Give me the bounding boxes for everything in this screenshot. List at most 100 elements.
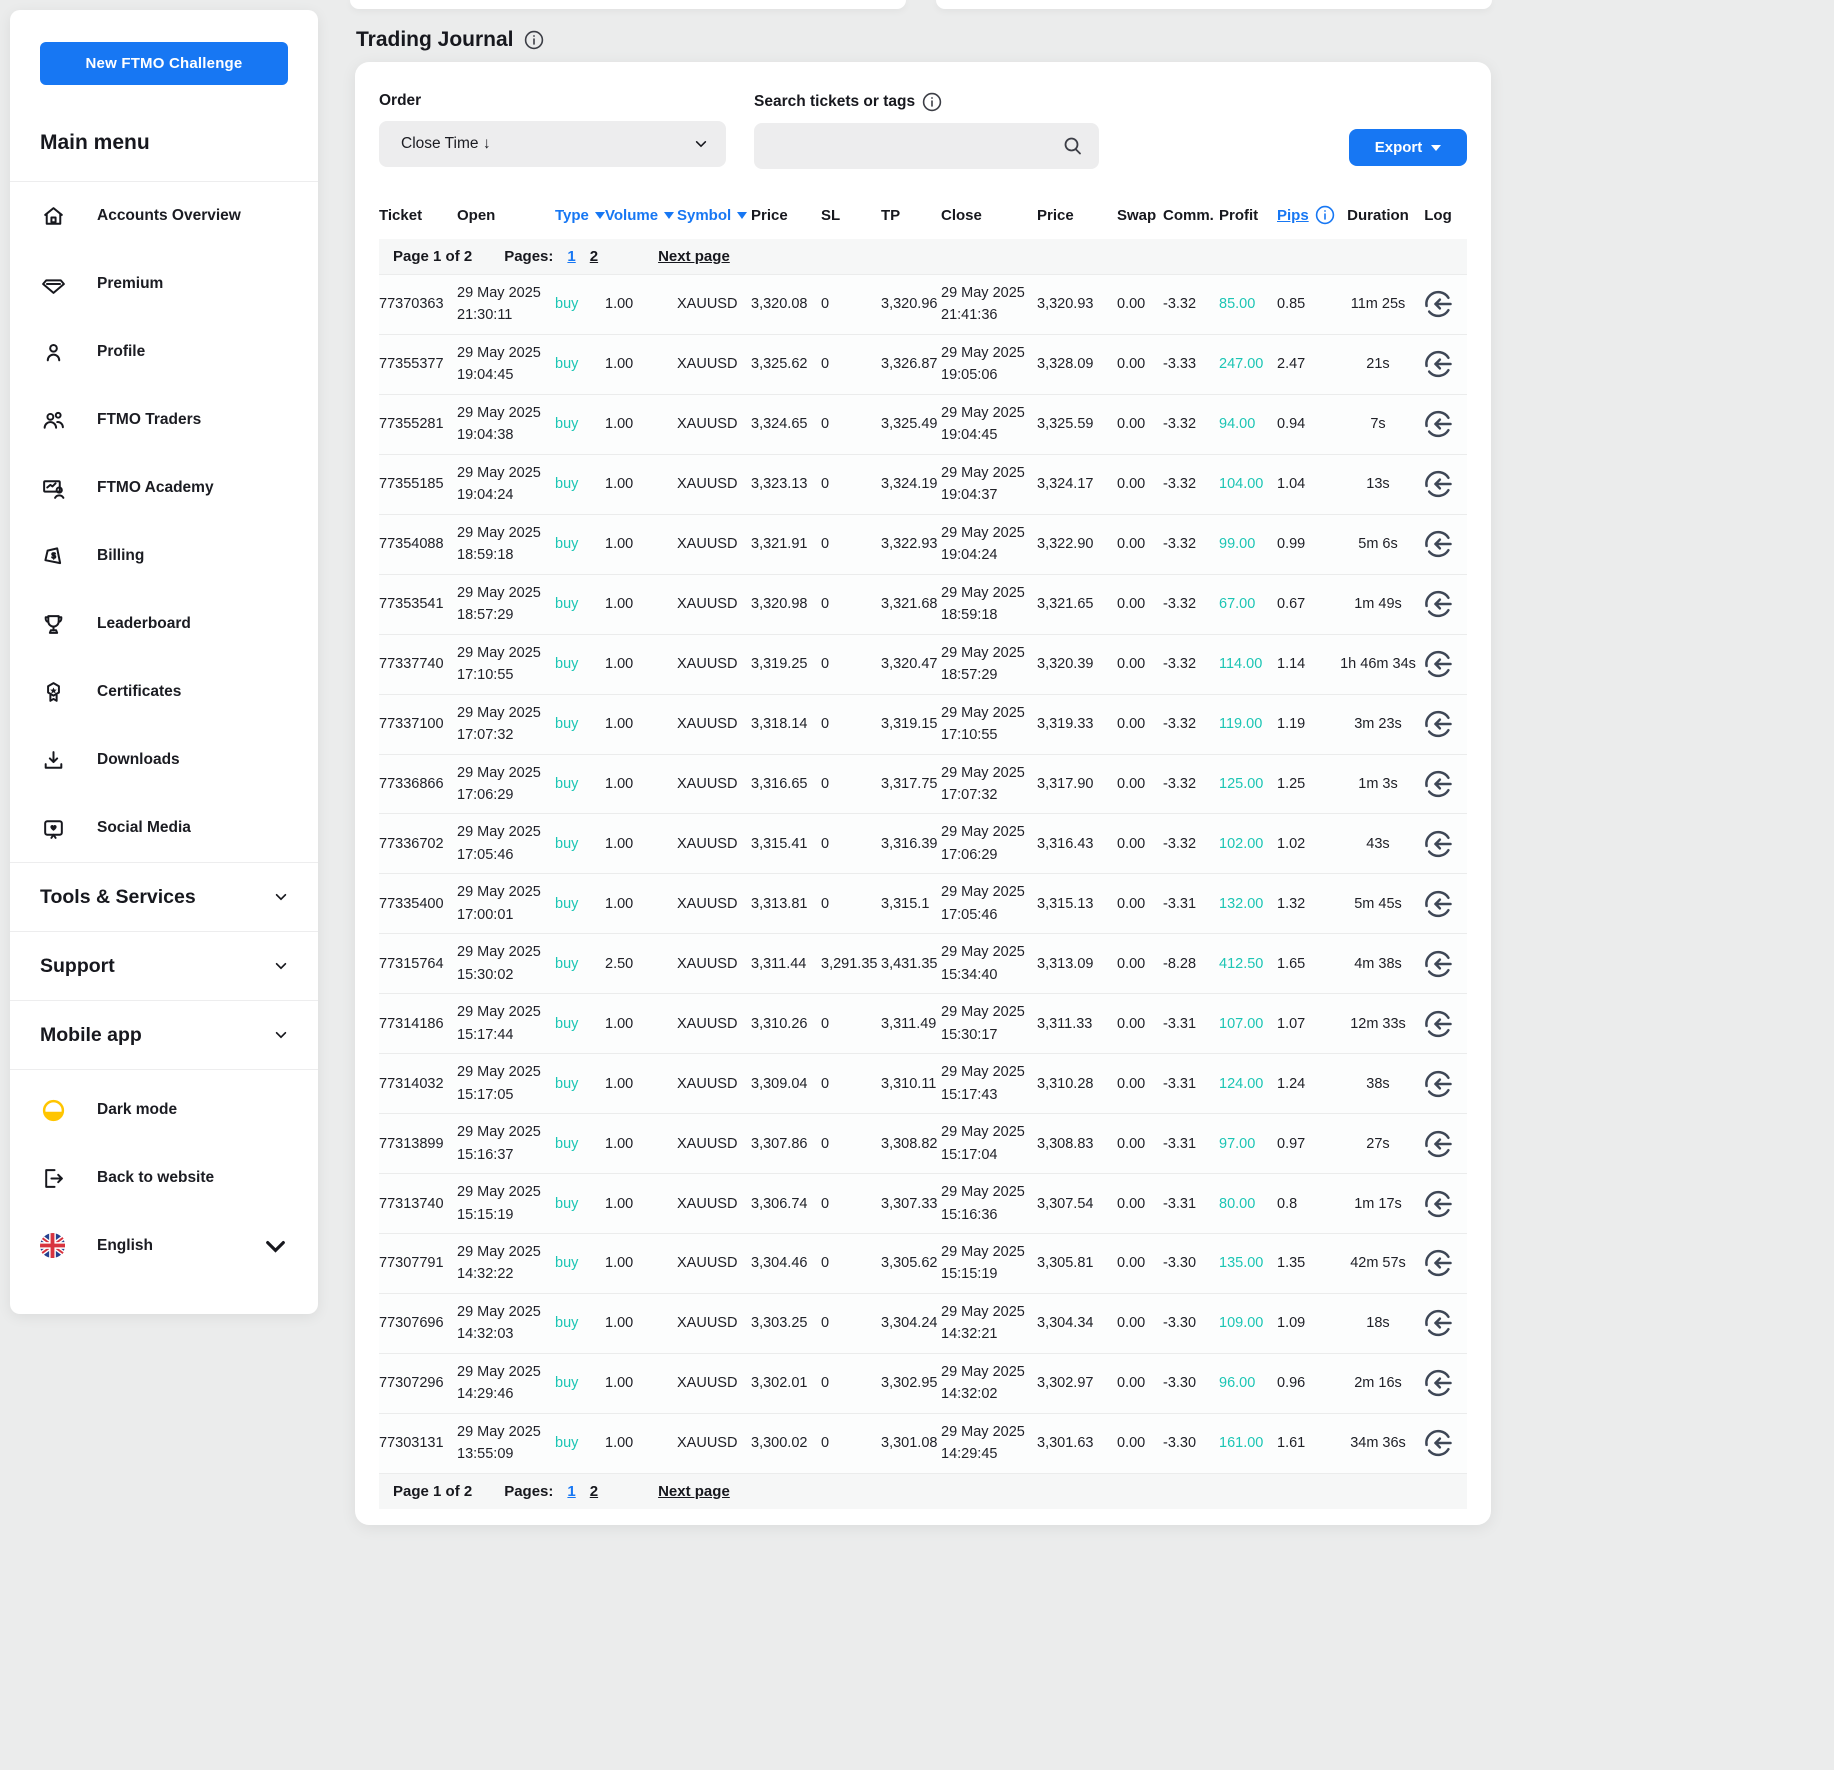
sidebar-item-social-media[interactable]: Social Media <box>10 794 318 862</box>
table-row: 77313740 29 May 2025 15:15:19 buy 1.00 XA… <box>379 1173 1467 1233</box>
col-open: Open <box>457 206 496 224</box>
log-button[interactable] <box>1417 469 1459 499</box>
log-button[interactable] <box>1417 649 1459 679</box>
cell-sl: 0 <box>821 1135 830 1152</box>
log-button[interactable] <box>1417 589 1459 619</box>
sidebar-section-tools-services[interactable]: Tools & Services <box>10 862 318 931</box>
cell-sl: 0 <box>821 1315 830 1332</box>
order-select[interactable]: Close Time ↓ <box>379 121 726 167</box>
order-select-value: Close Time ↓ <box>401 135 491 152</box>
sidebar-item-billing[interactable]: $ Billing <box>10 522 318 590</box>
next-page-link[interactable]: Next page <box>658 1482 730 1500</box>
cell-close-price: 3,321.65 <box>1037 596 1094 613</box>
page-link-2[interactable]: 2 <box>589 248 599 265</box>
cell-open: 29 May 2025 14:29:46 <box>457 1363 541 1403</box>
cell-close: 29 May 2025 19:05:06 <box>941 344 1025 384</box>
cell-volume: 1.00 <box>605 1135 634 1152</box>
page-link-1[interactable]: 1 <box>567 1482 576 1500</box>
cell-comm: -3.32 <box>1163 716 1197 733</box>
cell-duration: 2m 16s <box>1354 1375 1402 1392</box>
col-volume-sort[interactable]: Volume <box>605 207 677 224</box>
log-button[interactable] <box>1417 289 1459 319</box>
log-button[interactable] <box>1417 1189 1459 1219</box>
table-row: 77337100 29 May 2025 17:07:32 buy 1.00 XA… <box>379 693 1467 754</box>
pagination-bottom: Page 1 of 2 Pages: 1 2 Next page <box>379 1472 1467 1509</box>
search-input[interactable] <box>768 137 1061 155</box>
sidebar-section-mobile-app[interactable]: Mobile app <box>10 1000 318 1069</box>
log-button[interactable] <box>1417 1308 1459 1338</box>
language-selector[interactable]: English <box>10 1212 318 1280</box>
log-button[interactable] <box>1417 1069 1459 1099</box>
info-icon[interactable] <box>1315 205 1335 225</box>
cell-ticket: 77313899 <box>379 1135 444 1152</box>
page-link-1[interactable]: 1 <box>567 248 576 265</box>
log-button[interactable] <box>1417 409 1459 439</box>
sidebar-item-ftmo-traders[interactable]: FTMO Traders <box>10 386 318 454</box>
search-box <box>754 123 1099 169</box>
cell-open-price: 3,311.44 <box>751 955 807 972</box>
cell-tp: 3,310.11 <box>881 1075 937 1092</box>
cell-swap: 0.00 <box>1117 1075 1146 1092</box>
sidebar-item-profile[interactable]: Profile <box>10 318 318 386</box>
cell-symbol: XAUUSD <box>677 476 738 493</box>
cell-open-price: 3,318.14 <box>751 716 808 733</box>
sidebar-section-support[interactable]: Support <box>10 931 318 1000</box>
cell-open: 29 May 2025 17:05:46 <box>457 824 541 863</box>
cell-tp: 3,302.95 <box>881 1375 938 1392</box>
cell-swap: 0.00 <box>1117 536 1146 553</box>
cell-profit: 109.00 <box>1219 1315 1264 1332</box>
col-symbol-sort[interactable]: Symbol <box>677 207 751 224</box>
cell-tp: 3,431.35 <box>881 955 938 972</box>
log-button[interactable] <box>1417 769 1459 799</box>
log-button[interactable] <box>1417 709 1459 739</box>
cell-open-price: 3,324.65 <box>751 416 808 433</box>
cell-profit: 114.00 <box>1219 656 1263 673</box>
log-button[interactable] <box>1417 889 1459 919</box>
info-icon[interactable] <box>922 92 942 112</box>
new-ftmo-challenge-button[interactable]: New FTMO Challenge <box>40 42 288 85</box>
cell-tp: 3,326.87 <box>881 356 938 373</box>
cell-open-price: 3,321.91 <box>751 536 808 553</box>
sidebar-item-downloads[interactable]: Downloads <box>10 726 318 794</box>
log-button[interactable] <box>1417 529 1459 559</box>
log-button[interactable] <box>1417 1009 1459 1039</box>
cell-type: buy <box>555 1135 579 1152</box>
journal-table-body: 77370363 29 May 2025 21:30:11 buy 1.00 XA… <box>379 274 1467 1473</box>
sidebar-item-leaderboard[interactable]: Leaderboard <box>10 590 318 658</box>
info-icon[interactable] <box>524 30 544 50</box>
log-replay-icon <box>1425 1190 1452 1217</box>
cell-profit: 96.00 <box>1219 1375 1256 1392</box>
sidebar-item-certificates[interactable]: Certificates <box>10 658 318 726</box>
pages-label: Pages: <box>504 1482 554 1500</box>
search-control: Search tickets or tags <box>754 92 1099 169</box>
page-link-2[interactable]: 2 <box>589 1482 599 1500</box>
log-button[interactable] <box>1417 1428 1459 1458</box>
sidebar-item-accounts-overview[interactable]: Accounts Overview <box>10 182 318 250</box>
cell-type: buy <box>555 296 579 313</box>
pips-link[interactable]: Pips <box>1277 206 1309 224</box>
log-button[interactable] <box>1417 1129 1459 1159</box>
trophy-icon <box>40 611 66 637</box>
dark-mode-toggle[interactable]: Dark mode <box>10 1076 318 1144</box>
search-icon[interactable] <box>1061 134 1085 158</box>
log-button[interactable] <box>1417 949 1459 979</box>
log-button[interactable] <box>1417 829 1459 859</box>
col-type-sort[interactable]: Type <box>555 207 605 224</box>
cell-tp: 3,324.19 <box>881 476 938 493</box>
cell-open-price: 3,313.81 <box>751 895 808 912</box>
sidebar-item-ftmo-academy[interactable]: FTMO Academy <box>10 454 318 522</box>
cell-ticket: 77307696 <box>379 1315 444 1332</box>
exit-icon <box>40 1165 66 1191</box>
sidebar-item-premium[interactable]: Premium <box>10 250 318 318</box>
export-button[interactable]: Export <box>1349 129 1467 166</box>
back-to-website-link[interactable]: Back to website <box>10 1144 318 1212</box>
cell-type: buy <box>555 476 579 493</box>
cell-close: 29 May 2025 17:10:55 <box>941 704 1025 744</box>
download-icon <box>40 747 66 773</box>
cell-close: 29 May 2025 19:04:37 <box>941 464 1025 504</box>
log-button[interactable] <box>1417 1248 1459 1278</box>
log-button[interactable] <box>1417 349 1459 379</box>
next-page-link[interactable]: Next page <box>658 248 730 265</box>
log-replay-icon <box>1425 351 1452 378</box>
log-button[interactable] <box>1417 1368 1459 1398</box>
